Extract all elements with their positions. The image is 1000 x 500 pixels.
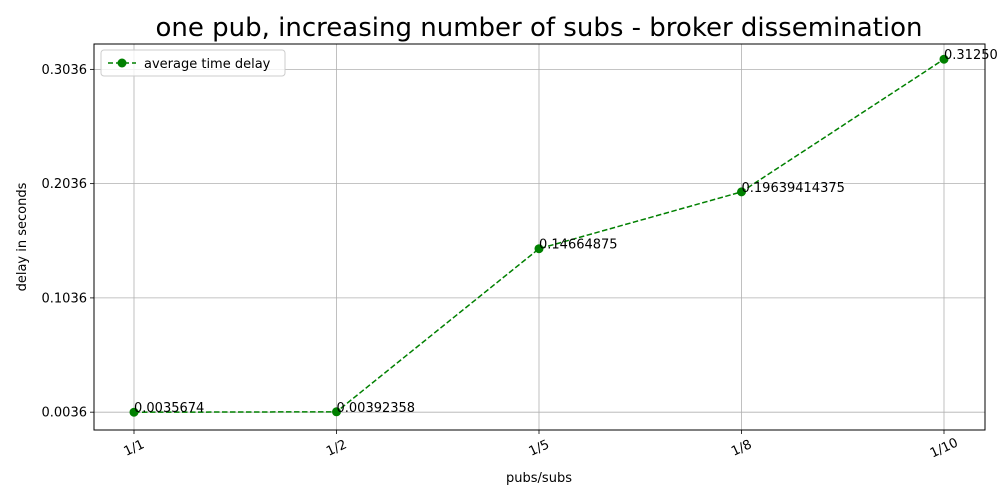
legend-label: average time delay	[144, 57, 271, 72]
x-axis-label: pubs/subs	[506, 471, 572, 486]
y-axis-label: delay in seconds	[15, 182, 30, 291]
x-tick-label: 1/8	[729, 437, 754, 459]
data-label: 0.00392358	[337, 401, 416, 416]
data-point	[939, 54, 949, 64]
series-average-time-delay: 0.0035674 0.00392358 0.14664875 0.196394143…	[129, 48, 998, 417]
data-point	[737, 187, 746, 197]
series-line	[133, 58, 945, 413]
y-tick-label: 0.0036	[42, 406, 88, 421]
x-tick-label: 1/2	[324, 437, 349, 459]
plot-frame	[93, 43, 986, 431]
data-label: 0.14664875	[539, 238, 618, 253]
data-point	[534, 244, 544, 254]
y-tick-label: 0.2036	[42, 177, 88, 192]
x-axis: 1/1 1/2 1/5 1/8 1/10	[122, 430, 961, 461]
legend-marker	[117, 58, 127, 68]
x-tick-label: 1/5	[527, 437, 552, 459]
data-label: 0.31250	[944, 48, 998, 63]
y-tick-label: 0.3036	[42, 63, 88, 78]
data-label: 0.0035674	[134, 401, 204, 416]
y-axis: 0.0036 0.1036 0.2036 0.3036	[42, 63, 94, 421]
legend-box	[100, 49, 286, 77]
x-tick-label: 1/10	[928, 435, 961, 461]
chart-title: one pub, increasing number of subs - bro…	[156, 13, 923, 43]
y-tick-label: 0.1036	[42, 291, 88, 306]
data-point	[332, 407, 341, 417]
data-label: 0.19639414375	[742, 181, 845, 196]
x-tick-label: 1/1	[122, 437, 147, 459]
legend: average time delay	[100, 49, 286, 77]
data-point	[129, 407, 139, 417]
